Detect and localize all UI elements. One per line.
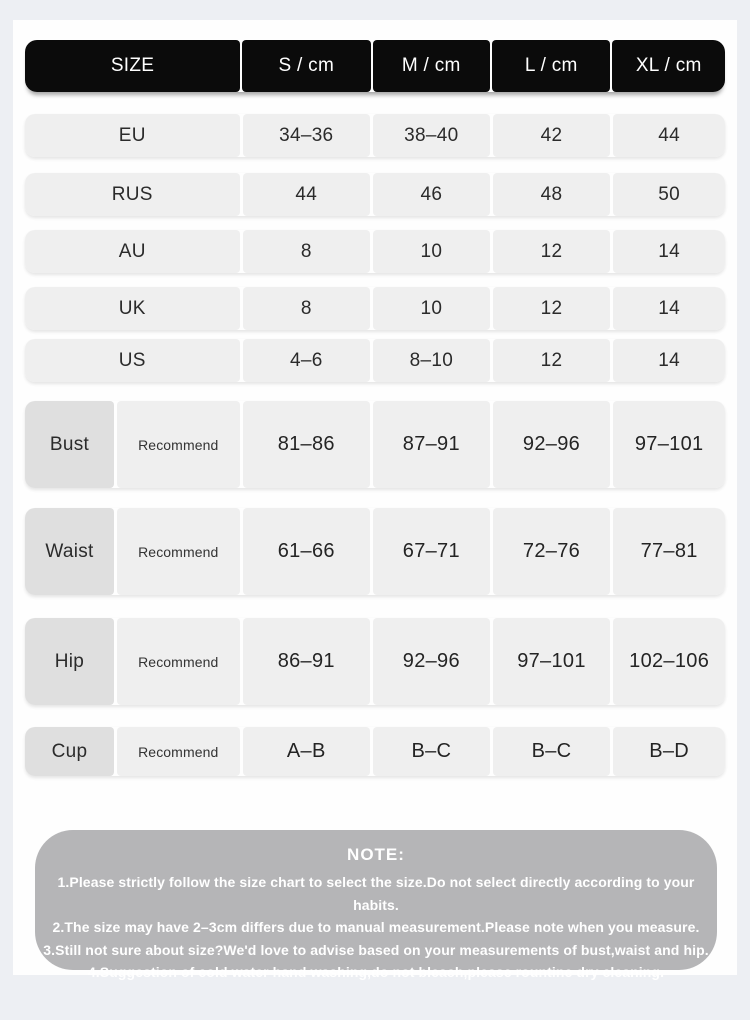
row-value-cell: 8 — [242, 230, 371, 273]
size-row-rus: RUS 44 46 48 50 — [25, 173, 725, 216]
header-column-cell: L / cm — [492, 40, 611, 92]
row-label-cell: AU — [25, 230, 240, 273]
row-value-cell: 10 — [373, 230, 490, 273]
size-chart-table: SIZE S / cm M / cm L / cm XL / cm EU 34–36 38–4… — [25, 40, 725, 776]
row-label-cell: US — [25, 339, 240, 382]
row-label-cell: EU — [25, 114, 240, 157]
measure-value-cell: 92–96 — [492, 401, 611, 488]
table-header-row: SIZE S / cm M / cm L / cm XL / cm — [25, 40, 725, 92]
measure-value-cell: A–B — [242, 727, 371, 776]
row-value-cell: 34–36 — [242, 114, 371, 157]
measure-value-cell: 61–66 — [242, 508, 371, 595]
row-value-cell: 38–40 — [373, 114, 490, 157]
measure-value-cell: 102–106 — [613, 618, 725, 705]
row-label-cell: RUS — [25, 173, 240, 216]
measure-value-cell: 72–76 — [492, 508, 611, 595]
measure-value-cell: B–D — [613, 727, 725, 776]
measure-row-cup: Cup Recommend A–B B–C B–C B–D — [25, 727, 725, 776]
measure-value-cell: 67–71 — [373, 508, 490, 595]
row-value-cell: 14 — [613, 230, 725, 273]
header-column-cell: S / cm — [242, 40, 371, 92]
row-value-cell: 14 — [613, 287, 725, 330]
row-value-cell: 12 — [492, 287, 611, 330]
header-column-cell: M / cm — [372, 40, 490, 92]
row-value-cell: 50 — [613, 173, 725, 216]
row-value-cell: 44 — [242, 173, 371, 216]
size-row-au: AU 8 10 12 14 — [25, 230, 725, 273]
recommend-tag-cell: Recommend — [116, 727, 240, 776]
measure-row-bust: Bust Recommend 81–86 87–91 92–96 97–101 — [25, 401, 725, 488]
size-row-us: US 4–6 8–10 12 14 — [25, 339, 725, 382]
note-line: 2.The size may have 2–3cm differs due to… — [52, 919, 700, 935]
measure-label-cell: Waist — [25, 508, 114, 595]
measure-value-cell: 86–91 — [242, 618, 371, 705]
row-value-cell: 8–10 — [373, 339, 490, 382]
measure-value-cell: 81–86 — [242, 401, 371, 488]
measure-value-cell: B–C — [492, 727, 611, 776]
row-value-cell: 42 — [492, 114, 611, 157]
row-value-cell: 44 — [613, 114, 725, 157]
row-value-cell: 12 — [492, 230, 611, 273]
measure-label-cell: Cup — [25, 727, 114, 776]
row-value-cell: 46 — [373, 173, 490, 216]
size-row-uk: UK 8 10 12 14 — [25, 287, 725, 330]
size-chart-card: SIZE S / cm M / cm L / cm XL / cm EU 34–36 38–4… — [13, 20, 737, 980]
measure-value-cell: 77–81 — [613, 508, 725, 595]
measure-row-hip: Hip Recommend 86–91 92–96 97–101 102–106 — [25, 618, 725, 705]
note-title: NOTE: — [347, 845, 405, 864]
row-label-cell: UK — [25, 287, 240, 330]
size-row-eu: EU 34–36 38–40 42 44 — [25, 114, 725, 157]
row-value-cell: 8 — [242, 287, 371, 330]
note-line: 4.Suggestion of cold water hand washing,… — [87, 964, 665, 980]
recommend-tag-cell: Recommend — [116, 618, 240, 705]
recommend-tag-cell: Recommend — [116, 508, 240, 595]
measure-label-cell: Bust — [25, 401, 114, 488]
row-value-cell: 48 — [492, 173, 611, 216]
row-value-cell: 12 — [492, 339, 611, 382]
measure-value-cell: 92–96 — [373, 618, 490, 705]
row-value-cell: 4–6 — [242, 339, 371, 382]
measure-label-cell: Hip — [25, 618, 114, 705]
header-size-cell: SIZE — [25, 40, 241, 92]
measure-value-cell: B–C — [373, 727, 490, 776]
row-value-cell: 14 — [613, 339, 725, 382]
header-column-cell: XL / cm — [612, 40, 725, 92]
note-line: 3.Still not sure about size?We'd love to… — [43, 941, 709, 958]
row-value-cell: 10 — [373, 287, 490, 330]
note-line: 1.Please strictly follow the size chart … — [57, 874, 695, 913]
measure-value-cell: 97–101 — [613, 401, 725, 488]
measure-row-waist: Waist Recommend 61–66 67–71 72–76 77–81 — [25, 508, 725, 595]
measure-value-cell: 97–101 — [492, 618, 611, 705]
measure-value-cell: 87–91 — [373, 401, 490, 488]
note-box: NOTE: 1.Please strictly follow the size … — [35, 830, 717, 980]
recommend-tag-cell: Recommend — [116, 401, 240, 488]
